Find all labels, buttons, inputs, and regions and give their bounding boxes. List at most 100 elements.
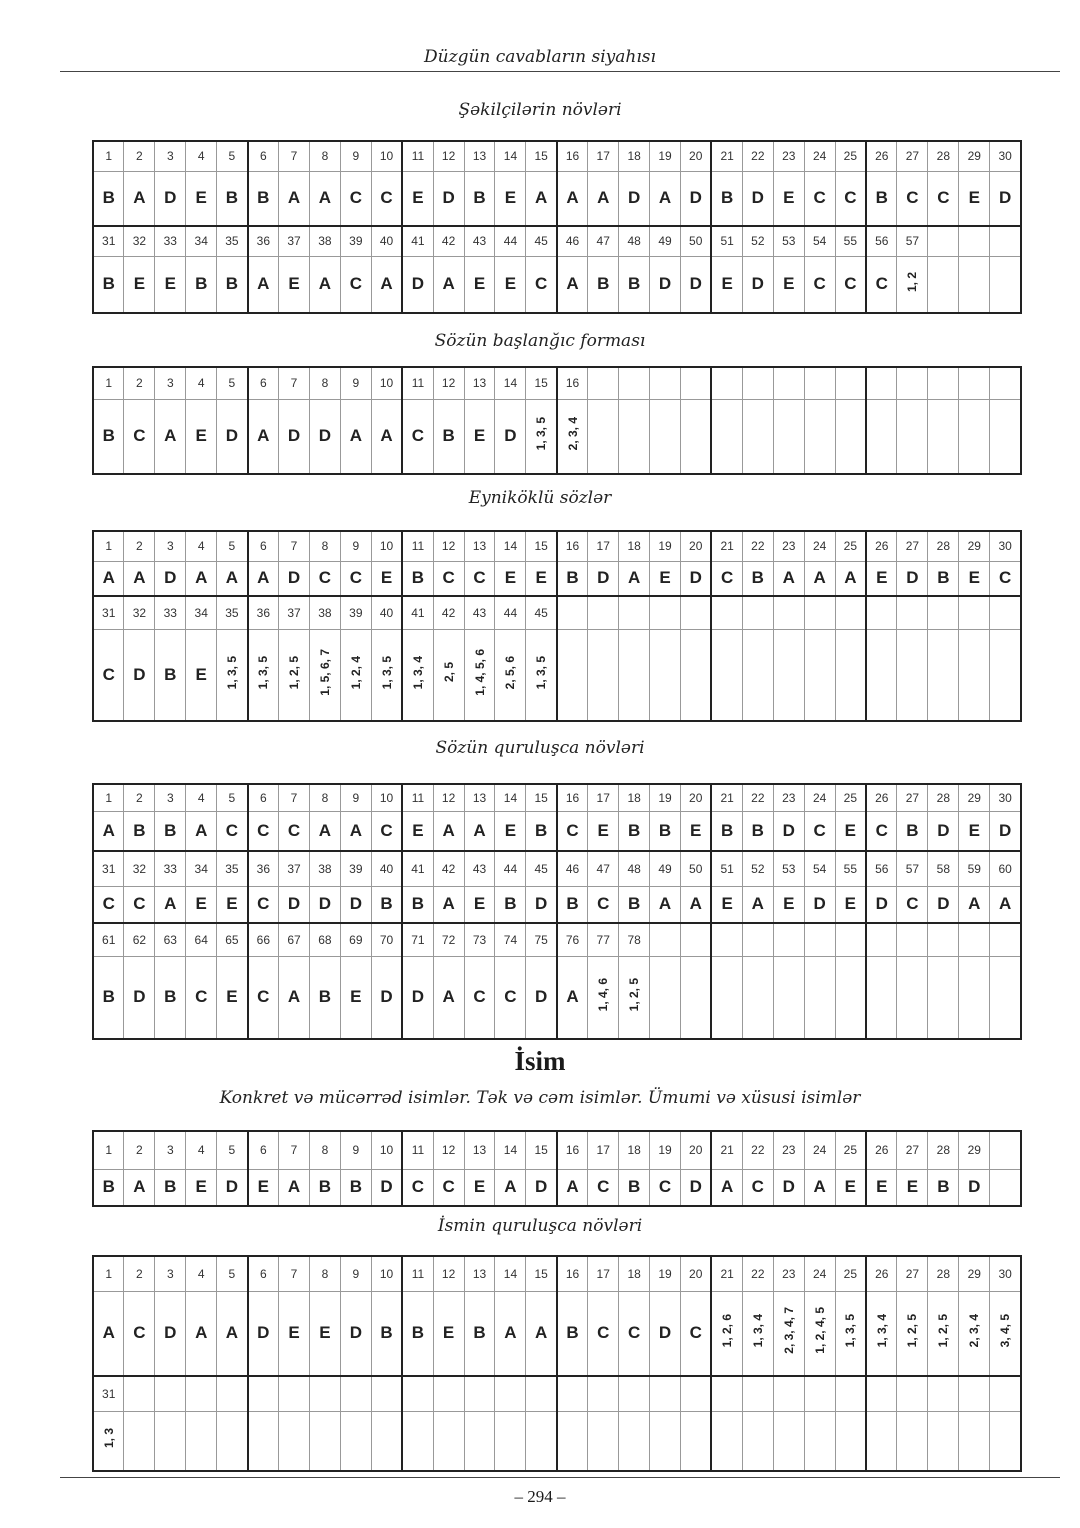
question-number-cell: 13	[463, 140, 496, 172]
answer-cell: A	[463, 810, 496, 852]
answer-cell	[834, 398, 867, 475]
answer-cell: 1, 3, 5	[834, 1290, 867, 1377]
answer-cell: C	[92, 885, 125, 924]
question-number-cell	[246, 1375, 280, 1412]
answer-cell: B	[896, 810, 929, 852]
answer-cell: C	[401, 1168, 434, 1207]
question-number-cell	[494, 1375, 527, 1412]
answer-cell: D	[246, 1290, 280, 1377]
question-number-cell: 27	[896, 1130, 929, 1170]
question-number-cell: 27	[896, 1255, 929, 1292]
answer-cell: C	[618, 1290, 651, 1377]
answer-cell: E	[680, 810, 712, 852]
answer-cell	[432, 1410, 465, 1472]
question-number-cell	[649, 1375, 682, 1412]
question-number-cell: 66	[246, 922, 280, 957]
multi-answer-text: 1, 3, 5	[534, 655, 549, 689]
answer-cell	[370, 1410, 403, 1472]
question-number-cell: 27	[896, 530, 929, 562]
question-number-cell: 25	[834, 1130, 867, 1170]
question-number-cell: 31	[92, 1375, 125, 1412]
answer-cell: D	[278, 560, 310, 597]
question-number-cell: 39	[339, 850, 372, 887]
answer-cell: A	[216, 1290, 249, 1377]
question-number-cell	[525, 1375, 558, 1412]
answer-cell: B	[92, 955, 125, 1040]
multi-answer-text: 1, 2, 5	[905, 1314, 920, 1348]
answer-cell: 1, 3, 5	[525, 398, 558, 475]
question-number-cell: 4	[185, 1130, 218, 1170]
question-number-cell: 20	[680, 783, 712, 812]
answer-cell: C	[432, 1168, 465, 1207]
answer-cell: E	[896, 1168, 929, 1207]
answer-cell: E	[494, 170, 527, 227]
question-number-cell: 15	[525, 1255, 558, 1292]
answer-cell: C	[741, 1168, 774, 1207]
question-number-row: 1 2 3 4 5 6 7 8 9 10 11 12 13 14 15 16 17 18 19 20 21 22 23 24 2…	[92, 1130, 1022, 1170]
answer-cell: C	[865, 810, 898, 852]
answer-cell: E	[246, 1168, 280, 1207]
question-number-cell: 19	[649, 140, 682, 172]
answer-cell: D	[618, 170, 651, 227]
question-number-cell: 65	[216, 922, 249, 957]
question-number-cell	[710, 595, 743, 630]
question-number-cell: 71	[401, 922, 434, 957]
question-number-cell: 36	[246, 225, 280, 257]
answer-row: A C D A A D E E D B B E B A A B C C D C 1, 2, 6 1, 3, 4 2, 3, …	[92, 1290, 1022, 1377]
question-number-cell: 6	[246, 1130, 280, 1170]
answer-cell: B	[123, 810, 156, 852]
question-number-cell: 28	[927, 1130, 960, 1170]
question-number-cell	[989, 1375, 1022, 1412]
answer-cell: A	[185, 560, 218, 597]
answer-cell: B	[463, 1290, 496, 1377]
question-number-cell: 49	[649, 850, 682, 887]
answer-cell: C	[803, 170, 836, 227]
answer-cell: A	[92, 560, 125, 597]
answer-cell: C	[927, 170, 960, 227]
question-number-cell: 58	[927, 850, 960, 887]
answer-cell: A	[154, 885, 187, 924]
question-number-cell: 7	[278, 366, 310, 400]
answer-cell: E	[185, 1168, 218, 1207]
question-number-cell: 17	[587, 140, 620, 172]
answer-cell	[741, 398, 774, 475]
question-number-row: 1 2 3 4 5 6 7 8 9 10 11 12 13 14 15 16 17 18 19 20 21 22 23 24 2…	[92, 530, 1022, 562]
question-number-cell: 67	[278, 922, 310, 957]
answer-cell: E	[401, 810, 434, 852]
question-number-cell: 22	[741, 783, 774, 812]
question-number-cell	[865, 922, 898, 957]
question-number-cell: 3	[154, 1255, 187, 1292]
answer-cell: D	[772, 810, 805, 852]
question-number-row: 31	[92, 1375, 1022, 1412]
answer-cell: D	[278, 885, 310, 924]
answer-cell: A	[525, 170, 558, 227]
answer-cell: E	[772, 255, 805, 314]
answer-cell	[927, 955, 960, 1040]
answer-cell: B	[555, 1290, 589, 1377]
question-number-cell: 17	[587, 783, 620, 812]
question-number-cell	[401, 1375, 434, 1412]
answer-cell: D	[896, 560, 929, 597]
question-number-cell: 13	[463, 366, 496, 400]
question-number-cell: 63	[154, 922, 187, 957]
answer-cell: A	[339, 810, 372, 852]
question-number-cell: 44	[494, 595, 527, 630]
question-number-cell: 60	[989, 850, 1022, 887]
answer-cell	[185, 1410, 218, 1472]
answer-cell: E	[710, 885, 743, 924]
answer-cell	[710, 955, 743, 1040]
question-number-cell: 51	[710, 850, 743, 887]
question-number-cell: 47	[587, 225, 620, 257]
question-number-cell: 28	[927, 1255, 960, 1292]
answer-cell: C	[216, 810, 249, 852]
question-number-cell: 16	[555, 783, 589, 812]
answer-cell: E	[958, 170, 991, 227]
question-number-cell	[587, 366, 620, 400]
answer-cell: A	[587, 170, 620, 227]
answer-cell	[680, 398, 712, 475]
question-number-cell: 57	[896, 850, 929, 887]
question-number-cell: 13	[463, 1255, 496, 1292]
question-number-cell	[278, 1375, 310, 1412]
footer-divider	[60, 1477, 1060, 1478]
section-heading: Şəkilçilərin növləri	[458, 100, 622, 120]
